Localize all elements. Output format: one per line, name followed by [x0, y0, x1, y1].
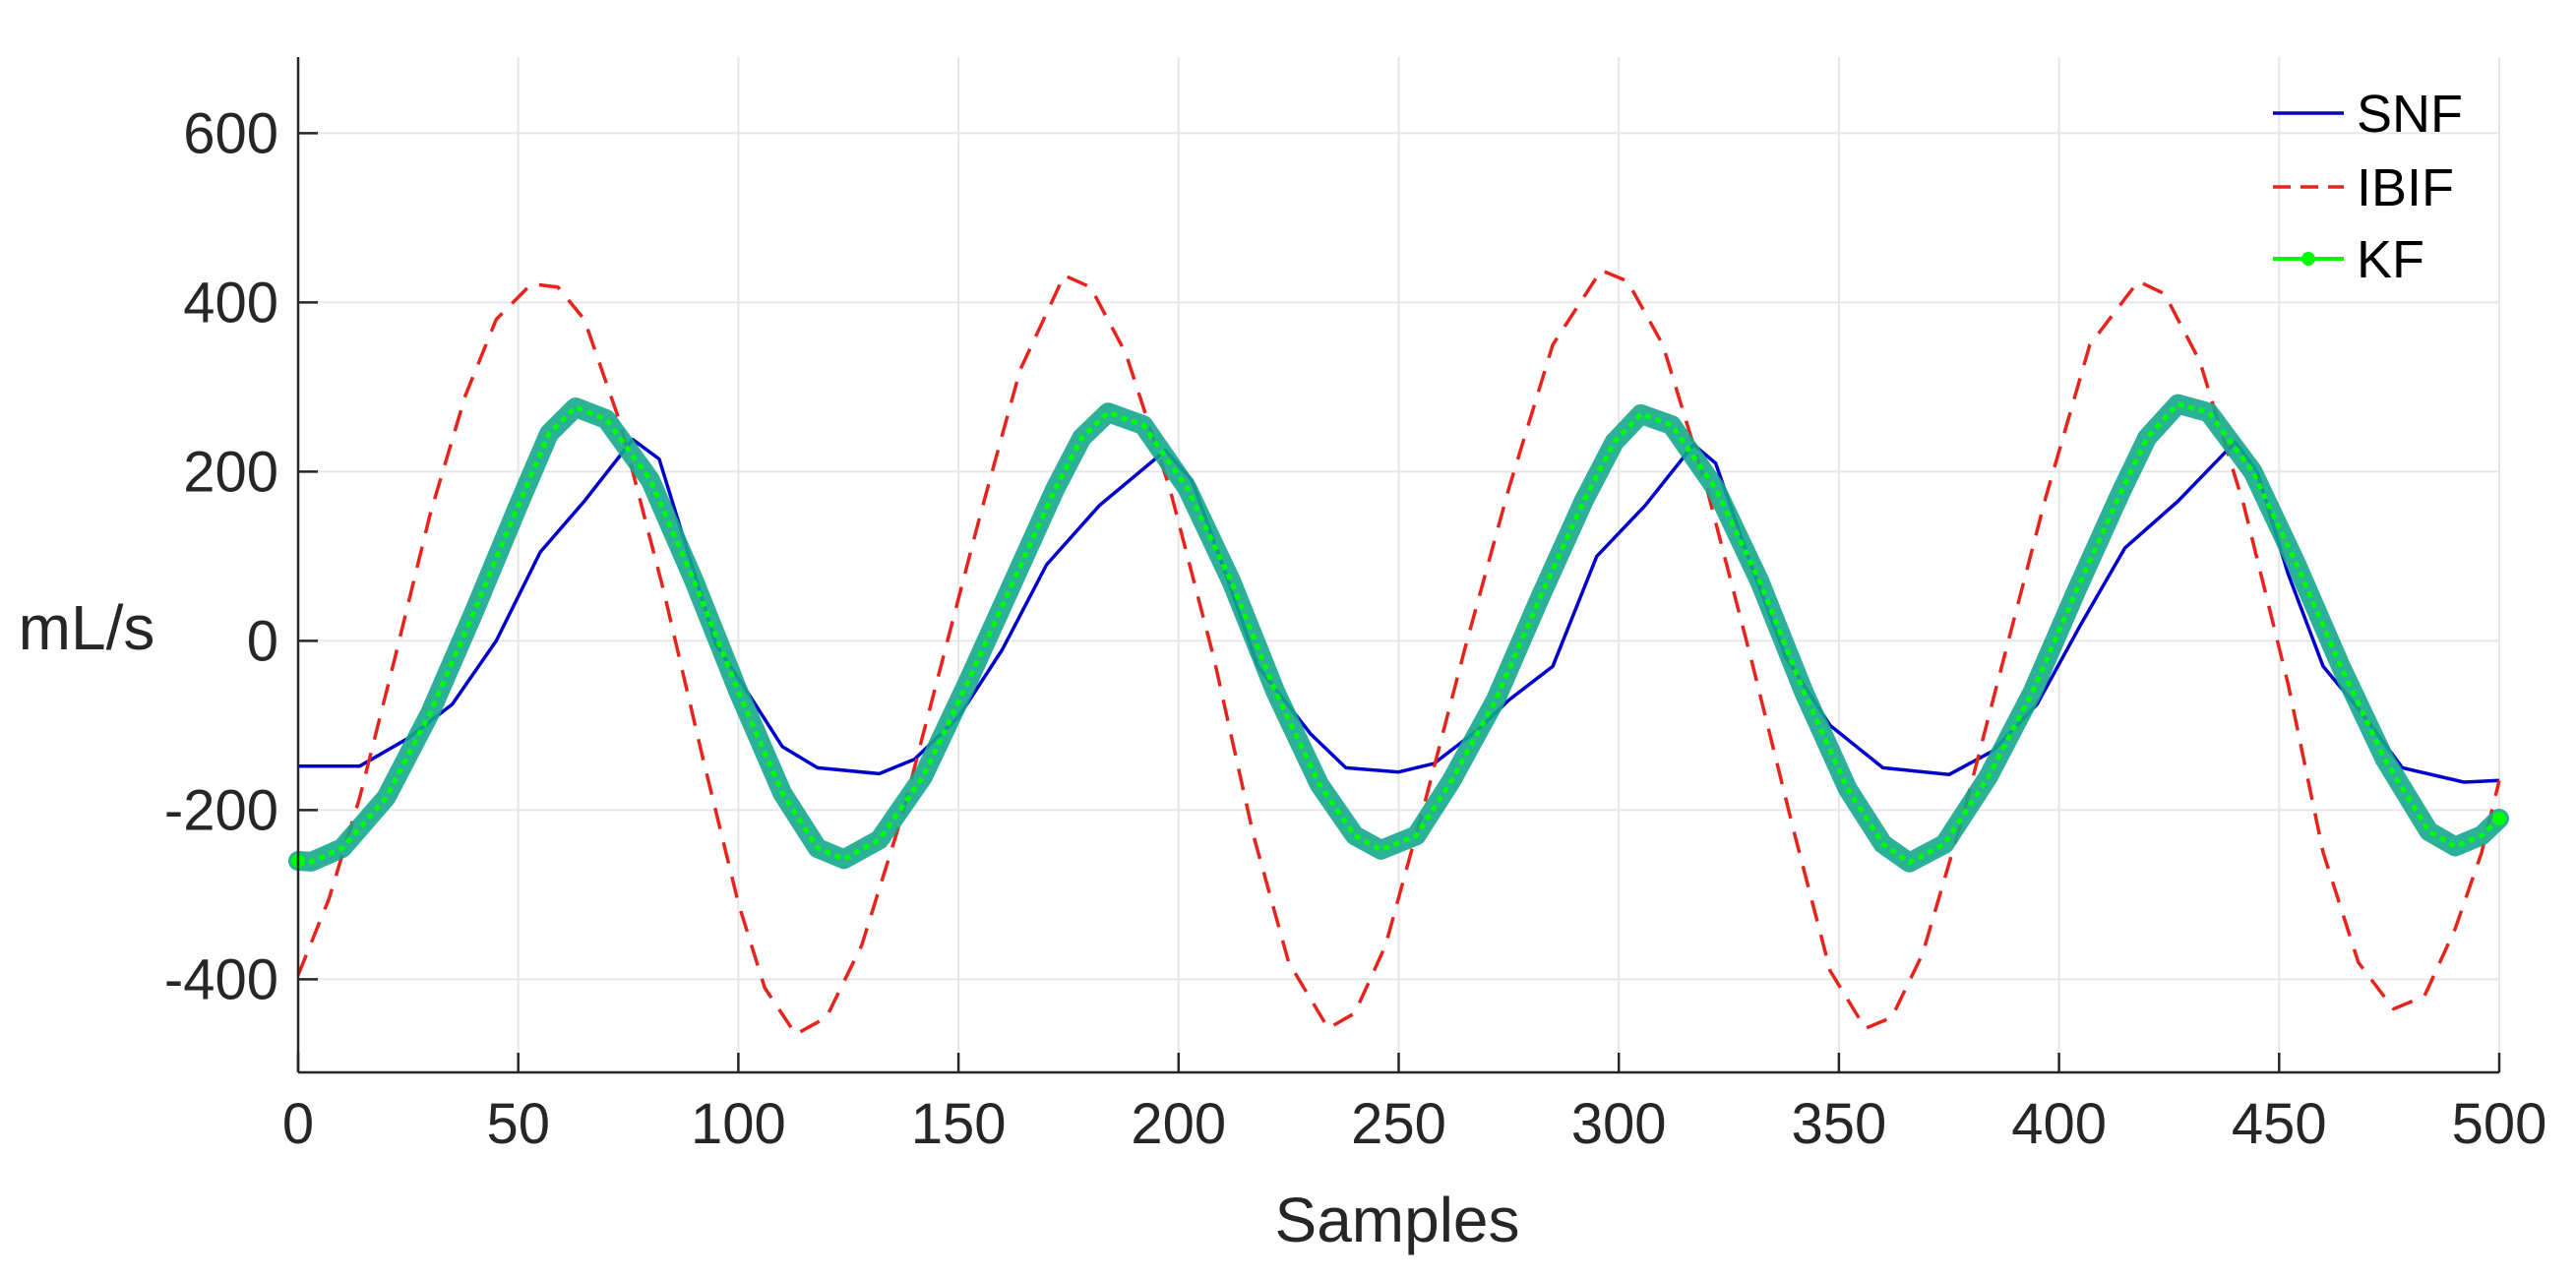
kf-line: [297, 401, 2501, 866]
x-tick-label: 500: [2452, 1092, 2547, 1156]
x-tick-label: 450: [2232, 1092, 2327, 1156]
x-tick-label: 250: [1351, 1092, 1446, 1156]
y-tick-label: 600: [183, 101, 278, 165]
kf-end-marker: [2492, 812, 2506, 825]
y-tick-label: -200: [164, 778, 278, 842]
x-axis-title: Samples: [1275, 1185, 1520, 1255]
legend-kf-label: KF: [2357, 230, 2424, 289]
series-lines: [288, 268, 2509, 1037]
legend-kf-marker: [2301, 252, 2315, 266]
x-tick-label: 150: [911, 1092, 1007, 1156]
legend: SNF IBIF KF: [2273, 85, 2463, 289]
gridlines: [297, 57, 2500, 1072]
x-tick-label: 50: [486, 1092, 550, 1156]
x-tick-labels: 0 50 100 150 200 250 300 350 400 450 500: [282, 1092, 2547, 1156]
y-axis-title: mL/s: [19, 592, 155, 663]
x-tick-label: 350: [1792, 1092, 1887, 1156]
y-tick-label: -400: [164, 947, 278, 1011]
y-tick-labels: -400 -200 0 200 400 600: [164, 101, 278, 1011]
y-tick-label: 400: [183, 271, 278, 335]
x-tick-label: 300: [1571, 1092, 1667, 1156]
x-tick-label: 200: [1131, 1092, 1226, 1156]
y-tick-label: 0: [247, 609, 278, 673]
x-tick-label: 100: [691, 1092, 786, 1156]
axes: [296, 57, 2501, 1074]
legend-snf-label: SNF: [2357, 85, 2463, 144]
legend-ibif-label: IBIF: [2357, 158, 2454, 217]
y-tick-label: 200: [183, 440, 278, 504]
x-tick-label: 0: [282, 1092, 314, 1156]
x-tick-label: 400: [2011, 1092, 2107, 1156]
